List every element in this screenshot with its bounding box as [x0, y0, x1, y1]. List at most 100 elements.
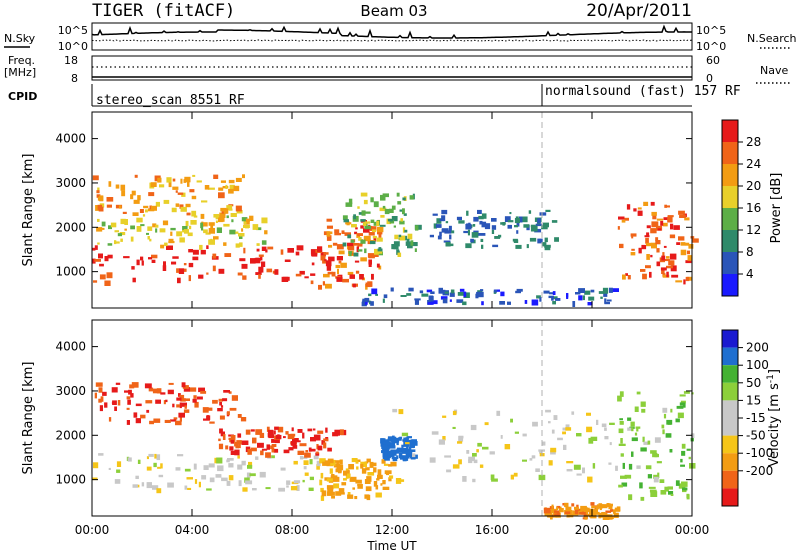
heatmap-cell [671, 274, 679, 278]
heatmap-cell [667, 215, 674, 218]
heatmap-cell [187, 181, 190, 187]
heatmap-cell [218, 268, 225, 274]
heatmap-cell [592, 463, 596, 469]
heatmap-cell [177, 192, 184, 195]
heatmap-cell [431, 431, 439, 435]
heatmap-cell [500, 222, 506, 225]
heatmap-cell [650, 228, 657, 234]
heatmap-cell [228, 463, 234, 468]
heatmap-cell [363, 222, 367, 226]
heatmap-cell [470, 238, 474, 243]
heatmap-cell [600, 296, 603, 299]
heatmap-cell [295, 251, 300, 256]
colorbar-swatch [722, 400, 738, 418]
heatmap-cell [414, 298, 421, 301]
heatmap-cell [651, 221, 659, 228]
heatmap-cell [484, 223, 491, 230]
heatmap-cell [550, 450, 556, 455]
heatmap-cell [376, 249, 383, 254]
heatmap-cell [201, 200, 208, 203]
heatmap-cell [614, 507, 618, 511]
heatmap-cell [348, 244, 355, 251]
heatmap-cell [468, 459, 473, 464]
heatmap-cell [618, 428, 624, 434]
heatmap-cell [686, 250, 690, 255]
heatmap-cell [252, 224, 259, 230]
heatmap-cell [230, 213, 237, 217]
heatmap-cell [458, 459, 462, 465]
heatmap-cell [571, 503, 575, 507]
heatmap-cell [116, 469, 121, 473]
heatmap-cell [522, 216, 528, 223]
heatmap-cell [190, 220, 197, 225]
heatmap-cell [291, 427, 294, 432]
heatmap-cell [477, 291, 484, 298]
heatmap-cell [669, 253, 677, 260]
heatmap-cell [228, 188, 234, 194]
heatmap-cell [245, 429, 251, 435]
heatmap-cell [212, 253, 217, 259]
heatmap-cell [325, 260, 332, 267]
heatmap-cell [240, 417, 247, 422]
heatmap-cell [670, 408, 673, 413]
heatmap-cell [462, 476, 467, 482]
heatmap-cell [269, 455, 275, 459]
heatmap-cell [303, 466, 307, 470]
heatmap-cell [216, 227, 222, 233]
heatmap-cell [297, 450, 305, 455]
heatmap-cell [167, 482, 174, 488]
heatmap-cell [238, 233, 245, 237]
y-tick-label: 4000 [55, 132, 86, 146]
heatmap-cell [376, 237, 383, 242]
heatmap-cell [97, 242, 100, 245]
heatmap-cell [94, 392, 97, 399]
heatmap-cell [400, 218, 403, 222]
heatmap-cell [206, 272, 209, 275]
heatmap-cell [137, 195, 141, 201]
heatmap-cell [331, 495, 335, 499]
heatmap-cell [223, 223, 230, 227]
heatmap-cell [310, 437, 316, 442]
heatmap-cell [116, 461, 122, 467]
heatmap-cell [387, 218, 394, 222]
heatmap-cell [274, 269, 279, 275]
heatmap-cell [365, 467, 370, 471]
heatmap-cell [382, 298, 385, 303]
heatmap-cell [662, 429, 665, 435]
heatmap-cell [181, 192, 186, 197]
heatmap-cell [309, 459, 313, 465]
heatmap-cell [617, 226, 620, 230]
heatmap-cell [130, 194, 134, 200]
heatmap-cell [602, 516, 610, 520]
heatmap-cell [387, 436, 394, 439]
heatmap-cell [665, 433, 672, 438]
heatmap-cell [347, 271, 354, 275]
heatmap-cell [313, 455, 319, 460]
heatmap-cell [580, 505, 587, 512]
heatmap-cell [332, 242, 338, 246]
colorbar-swatch [722, 365, 738, 383]
heatmap-cell [203, 229, 208, 234]
y-tick-label: 3000 [55, 384, 86, 398]
heatmap-cell [194, 401, 199, 408]
power-x-ticks [91, 112, 693, 308]
heatmap-cell [462, 301, 467, 306]
heatmap-cell [299, 455, 303, 460]
heatmap-cell [684, 217, 690, 221]
heatmap-cell [220, 405, 224, 408]
heatmap-cell [379, 224, 386, 227]
heatmap-cell [317, 430, 324, 434]
heatmap-cell [688, 456, 691, 460]
heatmap-cell [97, 218, 100, 222]
x-tick-label: 08:00 [275, 523, 310, 537]
heatmap-cell [93, 462, 99, 469]
heatmap-cell [304, 452, 311, 458]
heatmap-cell [604, 298, 607, 304]
heatmap-cell [348, 464, 354, 470]
heatmap-cell [523, 224, 530, 228]
heatmap-cell [357, 233, 363, 236]
heatmap-cell [221, 216, 225, 222]
heatmap-cell [347, 234, 352, 239]
heatmap-cell [450, 289, 455, 294]
